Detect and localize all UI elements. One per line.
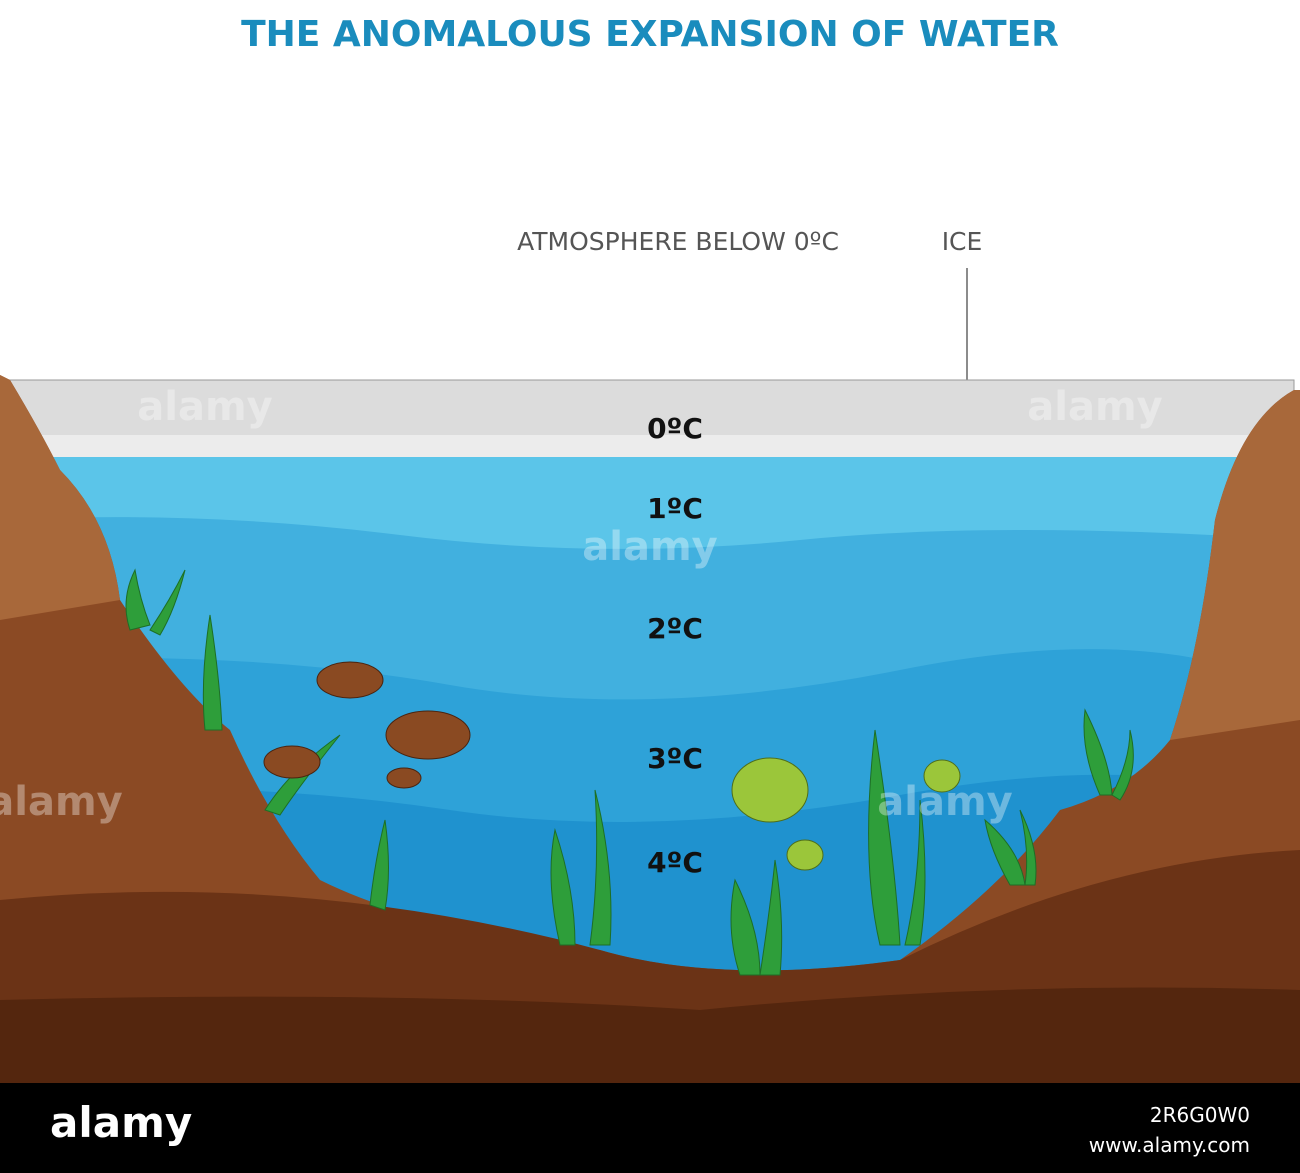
watermark: alamy <box>137 384 272 430</box>
layer-label: 0ºC <box>647 412 703 445</box>
footer-url: www.alamy.com <box>1089 1133 1250 1157</box>
fish <box>385 710 471 760</box>
fish <box>923 759 961 793</box>
left-bank-top <box>0 375 120 620</box>
watermark: alamy <box>1027 384 1162 430</box>
layer-label: 2ºC <box>647 612 703 645</box>
green-fish <box>731 757 961 871</box>
watermark: alamy <box>0 779 123 825</box>
footer-brand: alamy <box>50 1098 192 1147</box>
footer-bar <box>0 1083 1300 1173</box>
plant <box>984 809 1037 886</box>
layer-label: 3ºC <box>647 742 703 775</box>
fish <box>386 767 422 789</box>
plant <box>550 789 612 946</box>
atmosphere-label: ATMOSPHERE BELOW 0ºC <box>517 227 839 256</box>
watermark: alamy <box>877 779 1012 825</box>
fish <box>263 745 321 779</box>
fish <box>316 661 384 699</box>
ice-label: ICE <box>942 227 983 256</box>
ground-deepest <box>0 987 1300 1083</box>
plant <box>202 614 223 731</box>
plant <box>868 729 926 946</box>
image-id: 2R6G0W0 <box>1150 1103 1250 1127</box>
layer-label: 4ºC <box>647 846 703 879</box>
right-bank-top <box>1170 390 1300 740</box>
plant <box>125 568 186 636</box>
layer-label: 1ºC <box>647 492 703 525</box>
ice-layer-light <box>8 435 1294 457</box>
clownfish <box>263 661 471 789</box>
watermark: alamy <box>582 524 717 570</box>
fish <box>786 839 824 871</box>
fish <box>731 757 809 823</box>
plant <box>1083 708 1134 801</box>
plants <box>125 568 1134 976</box>
plant <box>730 859 783 976</box>
ground <box>0 375 1300 1083</box>
plant <box>369 819 389 911</box>
title: THE ANOMALOUS EXPANSION OF WATER <box>241 14 1059 55</box>
